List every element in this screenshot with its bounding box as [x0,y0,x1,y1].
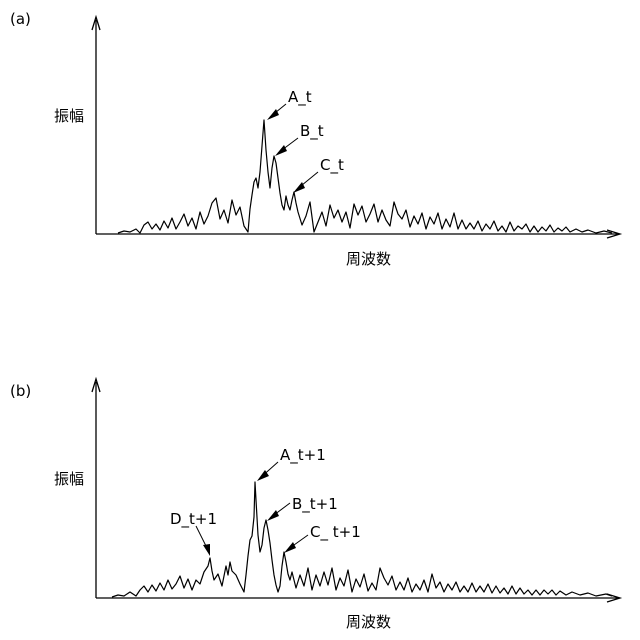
panel-a-peak-a-label: A_t [288,88,312,107]
panel-a: (a) 振幅 周波数 A_t B_t C_t [10,10,620,268]
panel-b-peak-c-arrow-icon [284,542,296,553]
panel-a-label: (a) [10,10,31,28]
panel-b-peak-b-label: B_t+1 [292,495,338,514]
panel-a-peak-c-label: C_t [320,156,344,175]
panel-a-peak-b-label: B_t [300,122,324,141]
panel-b-peak-c-label: C_ t+1 [310,523,361,542]
panel-b: (b) 振幅 周波数 A_t+1 B_t+1 C_ t+1 D_t+1 [10,379,620,631]
panel-a-y-label: 振幅 [54,107,84,125]
panel-a-peak-b-arrow-icon [275,145,287,156]
panel-b-peak-d-label: D_t+1 [170,510,217,529]
panel-b-label: (b) [10,382,31,400]
panel-a-spectrum-line [118,120,612,233]
panel-b-x-label: 周波数 [346,613,391,631]
panel-b-y-label: 振幅 [54,470,84,488]
panel-b-peak-a-label: A_t+1 [280,446,326,465]
panel-b-spectrum-line [112,482,612,597]
panel-a-x-label: 周波数 [346,250,391,268]
panel-b-peak-d-arrow-icon [203,544,210,556]
panel-b-peak-b-arrow-icon [267,510,279,521]
